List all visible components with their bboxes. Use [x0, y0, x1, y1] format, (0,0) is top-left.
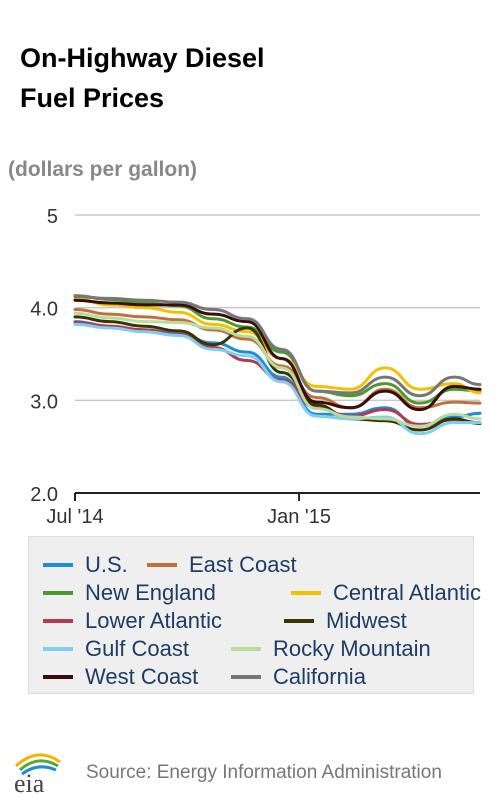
legend-item: Central Atlantic	[291, 579, 481, 607]
legend: U.S. East Coast New England Central Atlanti…	[28, 536, 481, 694]
legend-item: Midwest	[284, 607, 407, 635]
legend-item: New England	[43, 579, 216, 607]
series-line-rocky-mountain	[73, 311, 482, 428]
legend-swatch	[43, 675, 73, 679]
legend-swatch	[43, 563, 73, 567]
y-tick-label: 3.0	[30, 391, 58, 413]
legend-item: Gulf Coast	[43, 635, 189, 663]
y-tick-label: 2.0	[30, 484, 58, 506]
series-line-east-coast	[73, 308, 482, 410]
source-note: Source: Energy Information Administratio…	[86, 762, 442, 783]
legend-label: U.S.	[85, 552, 128, 577]
series-line-gulf-coast	[73, 322, 482, 436]
legend-item: East Coast	[147, 551, 297, 579]
chart-title-line1: On-Highway Diesel	[20, 43, 265, 73]
series-line-new-england	[73, 294, 482, 405]
legend-swatch	[43, 619, 73, 623]
y-tick-label: 4.0	[30, 299, 58, 321]
unit-label: (dollars per gallon)	[8, 158, 198, 181]
legend-item: Rocky Mountain	[231, 635, 431, 663]
legend-label: Rocky Mountain	[273, 636, 431, 661]
legend-label: Lower Atlantic	[85, 608, 222, 633]
legend-swatch	[284, 619, 314, 623]
legend-label: Central Atlantic	[333, 580, 481, 605]
line-chart: 2.0 3.0 4.0 5 Jul '14 Jan '15	[30, 206, 482, 528]
legend-label: New England	[85, 580, 216, 605]
legend-item: West Coast	[43, 663, 198, 691]
legend-label: East Coast	[189, 552, 297, 577]
legend-swatch	[231, 675, 261, 679]
legend-label: California	[273, 664, 366, 689]
legend-swatch	[43, 647, 73, 651]
legend-label: West Coast	[85, 664, 199, 689]
legend-item: Lower Atlantic	[43, 607, 222, 635]
legend-item: U.S.	[43, 551, 128, 579]
legend-swatch	[43, 591, 73, 595]
x-tick-label: Jan '15	[267, 506, 331, 528]
legend-label: Midwest	[326, 608, 407, 633]
legend-label: Gulf Coast	[85, 636, 189, 661]
legend-swatch	[147, 563, 177, 567]
chart-title-line2: Fuel Prices	[20, 83, 165, 113]
series-line-midwest	[73, 315, 482, 432]
x-tick-label: Jul '14	[46, 506, 103, 528]
footer: eia Source: Energy Information Administr…	[0, 740, 500, 800]
legend-swatch	[291, 591, 321, 595]
series-line-west-coast	[73, 298, 482, 412]
logo-text: eia	[14, 769, 45, 796]
legend-item: California	[231, 663, 366, 691]
series-line-lower-atlantic	[73, 320, 482, 426]
chart-title: On-Highway Diesel Fuel Prices	[20, 38, 340, 118]
legend-swatch	[231, 647, 261, 651]
series-line-california	[73, 295, 482, 398]
eia-logo: eia	[8, 744, 68, 801]
y-tick-label: 5	[47, 206, 58, 228]
